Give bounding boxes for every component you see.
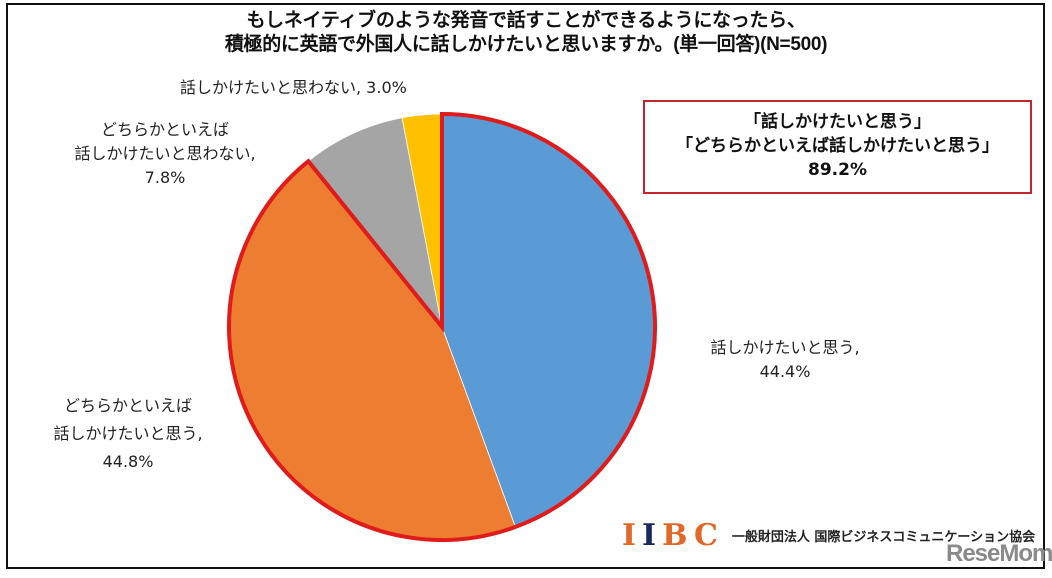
label-somewhat-yes-line1: どちらかといえば — [63, 396, 192, 415]
pie-slice — [307, 117, 443, 328]
resemom-watermark: ReseMom — [946, 540, 1052, 567]
org-name: 一般財団法人 国際ビジネスコミュニケーション協会 — [731, 529, 1036, 545]
highlight-outline — [227, 111, 657, 542]
callout-total: 89.2% — [808, 160, 867, 180]
label-somewhat-no-value: 7.8% — [144, 168, 186, 187]
label-somewhat-no-line2: 話しかけたいと思わない, — [74, 144, 256, 163]
label-somewhat-yes-value: 44.8% — [102, 452, 154, 471]
label-somewhat-no: どちらかといえば 話しかけたいと思わない, 7.8% — [40, 118, 290, 190]
chart-title: もしネイティブのような発音で話すことができるようになったら、 積極的に英語で外国… — [0, 9, 1052, 57]
callout-line2: 「どちらかといえば話しかけたいと思う」 — [676, 136, 999, 156]
label-no-text: 話しかけたいと思わない, 3.0% — [180, 78, 407, 97]
label-somewhat-yes-line2: 話しかけたいと思う, — [53, 424, 203, 443]
callout-line1: 「話しかけたいと思う」 — [744, 112, 931, 132]
label-somewhat-yes: どちらかといえば 話しかけたいと思う, 44.8% — [28, 392, 228, 476]
logo-letter-i1: I — [622, 517, 643, 553]
logo-letter-c: C — [694, 517, 724, 553]
iibc-logo-mark: IIBC — [622, 518, 724, 553]
label-somewhat-no-line1: どちらかといえば — [100, 120, 229, 139]
iibc-logo: IIBC 一般財団法人 国際ビジネスコミュニケーション協会 — [622, 515, 1035, 555]
summary-callout: 「話しかけたいと思う」 「どちらかといえば話しかけたいと思う」 89.2% — [643, 100, 1032, 194]
logo-letter-i2: I — [642, 517, 663, 553]
logo-letter-b: B — [662, 517, 695, 553]
label-yes-line1: 話しかけたいと思う, — [710, 338, 860, 357]
label-yes: 話しかけたいと思う, 44.4% — [680, 336, 890, 384]
label-yes-value: 44.4% — [759, 362, 811, 381]
label-no: 話しかけたいと思わない, 3.0% — [180, 76, 407, 100]
chart-title-line1: もしネイティブのような発音で話すことができるようになったら、 — [246, 10, 806, 31]
chart-title-line2: 積極的に英語で外国人に話しかけたいと思いますか。(単一回答)(N=500) — [224, 34, 828, 55]
